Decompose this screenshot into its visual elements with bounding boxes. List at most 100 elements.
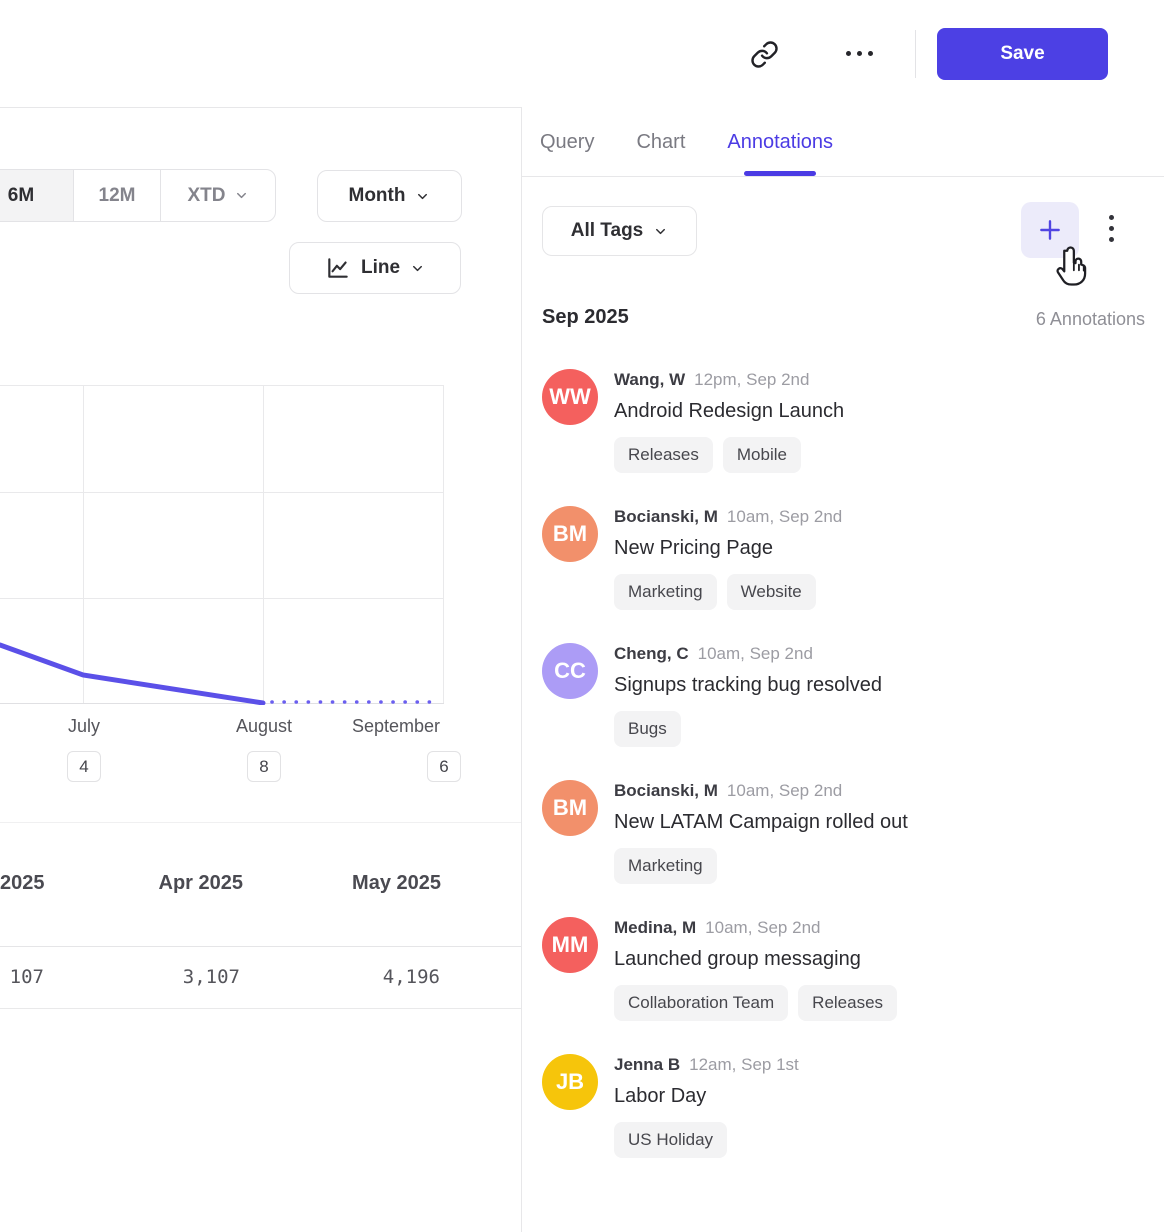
tag-pill[interactable]: Website xyxy=(726,574,816,610)
chart-type-dropdown[interactable]: Line xyxy=(289,242,461,294)
annotation-author: Medina, M xyxy=(614,918,697,937)
x-axis-label-september: September xyxy=(351,716,441,736)
table-value-col3: 4,196 xyxy=(382,966,440,988)
annotation-title[interactable]: Labor Day xyxy=(614,1085,707,1107)
tag-pill[interactable]: Marketing xyxy=(614,574,717,610)
header-bottom-border xyxy=(0,107,521,108)
annotation-tags: Marketing Website xyxy=(614,574,842,610)
annotation-author: Jenna B xyxy=(614,1055,681,1074)
tag-pill[interactable]: Mobile xyxy=(722,437,801,473)
annotation-count-badge-september[interactable]: 6 xyxy=(427,751,461,782)
annotation-count-badge-august[interactable]: 8 xyxy=(247,751,281,782)
annotation-body: Bocianski, M 10am, Sep 2nd New LATAM Camp… xyxy=(614,780,908,884)
annotation-item[interactable]: CC Cheng, C 10am, Sep 2nd Signups trackin… xyxy=(542,643,1145,747)
chart-gridlines xyxy=(0,385,444,704)
all-tags-label: All Tags xyxy=(570,220,644,241)
annotation-count-badge-july[interactable]: 4 xyxy=(67,751,101,782)
copy-link-icon[interactable] xyxy=(750,40,779,69)
annotation-body: Jenna B 12am, Sep 1st Labor Day US Holida… xyxy=(614,1054,799,1158)
chart-series-line xyxy=(0,642,266,705)
x-axis-label-july: July xyxy=(67,716,100,736)
annotation-tags: Collaboration Team Releases xyxy=(614,985,898,1021)
annotation-item[interactable]: MM Medina, M 10am, Sep 2nd Launched group… xyxy=(542,917,1145,1021)
avatar: JB xyxy=(542,1054,598,1110)
annotation-title[interactable]: New Pricing Page xyxy=(614,537,773,559)
annotation-tags: US Holiday xyxy=(614,1122,799,1158)
avatar: BM xyxy=(542,780,598,836)
annotation-tags: Releases Mobile xyxy=(614,437,844,473)
table-header-col2: Apr 2025 xyxy=(158,872,244,894)
save-button[interactable]: Save xyxy=(937,28,1108,80)
avatar-initials: BM xyxy=(552,795,588,820)
annotation-timestamp: 10am, Sep 2nd xyxy=(726,781,843,800)
chevron-down-icon xyxy=(413,265,423,271)
avatar: MM xyxy=(542,917,598,973)
granularity-label: Month xyxy=(348,185,406,206)
annotation-tags: Marketing xyxy=(614,848,908,884)
table-header-col1: 2025 xyxy=(0,872,45,894)
chart-type-label: Line xyxy=(360,257,401,278)
tab-query[interactable]: Query xyxy=(540,130,595,153)
table-header-col3: May 2025 xyxy=(352,872,441,894)
annotation-item[interactable]: BM Bocianski, M 10am, Sep 2nd New LATAM C… xyxy=(542,780,1145,884)
chevron-down-icon xyxy=(236,192,246,199)
avatar-initials: JB xyxy=(555,1069,585,1094)
chevron-down-icon xyxy=(418,193,428,199)
table-bottom-border xyxy=(0,1008,521,1009)
annotation-author: Bocianski, M xyxy=(614,507,718,526)
annotation-title[interactable]: Launched group messaging xyxy=(614,948,861,970)
annotation-author: Cheng, C xyxy=(614,644,689,663)
table-header-border xyxy=(0,946,521,947)
avatar: BM xyxy=(542,506,598,562)
avatar: WW xyxy=(542,369,598,425)
all-tags-filter-dropdown[interactable]: All Tags xyxy=(542,206,697,256)
annotation-body: Bocianski, M 10am, Sep 2nd New Pricing Pa… xyxy=(614,506,842,610)
range-xtd-label: XTD xyxy=(187,184,226,206)
range-xtd-button[interactable]: XTD xyxy=(161,170,275,221)
add-annotation-button[interactable] xyxy=(1021,202,1079,258)
annotation-body: Cheng, C 10am, Sep 2nd Signups tracking b… xyxy=(614,643,882,747)
annotation-title[interactable]: Android Redesign Launch xyxy=(614,400,845,422)
range-12m-label: 12M xyxy=(98,184,136,206)
line-chart-plot[interactable] xyxy=(0,385,445,705)
range-6m-label: 6M xyxy=(7,184,35,206)
tag-pill[interactable]: Marketing xyxy=(614,848,717,884)
annotations-count: 6 Annotations xyxy=(1035,309,1145,329)
tabs-bottom-border xyxy=(522,176,1164,177)
tag-pill[interactable]: Bugs xyxy=(614,711,681,747)
granularity-dropdown[interactable]: Month xyxy=(317,170,462,222)
annotations-list: WW Wang, W 12pm, Sep 2nd Android Redesign… xyxy=(542,369,1145,1191)
annotation-title[interactable]: Signups tracking bug resolved xyxy=(614,674,882,696)
range-12m-button[interactable]: 12M xyxy=(74,170,161,221)
annotation-item[interactable]: BM Bocianski, M 10am, Sep 2nd New Pricing… xyxy=(542,506,1145,610)
header-divider xyxy=(915,30,916,78)
annotation-timestamp: 12am, Sep 1st xyxy=(689,1055,799,1074)
avatar: CC xyxy=(542,643,598,699)
annotation-item[interactable]: WW Wang, W 12pm, Sep 2nd Android Redesign… xyxy=(542,369,1145,473)
line-chart-icon xyxy=(328,258,348,278)
tag-pill[interactable]: Releases xyxy=(798,985,898,1021)
tab-chart[interactable]: Chart xyxy=(636,130,686,153)
annotation-item[interactable]: JB Jenna B 12am, Sep 1st Labor Day US Hol… xyxy=(542,1054,1145,1158)
table-value-col2: 3,107 xyxy=(182,966,240,988)
table-value-col1: 107 xyxy=(9,966,44,988)
tag-pill[interactable]: US Holiday xyxy=(614,1122,728,1158)
annotation-timestamp: 10am, Sep 2nd xyxy=(726,507,843,526)
panel-tabs: Query Chart Annotations xyxy=(540,108,833,176)
tag-pill[interactable]: Releases xyxy=(614,437,713,473)
annotation-author: Bocianski, M xyxy=(614,781,718,800)
more-options-icon[interactable] xyxy=(846,51,873,56)
annotation-author: Wang, W xyxy=(614,370,686,389)
annotation-timestamp: 12pm, Sep 2nd xyxy=(694,370,810,389)
x-axis-label-august: August xyxy=(235,716,293,736)
tag-pill[interactable]: Collaboration Team xyxy=(614,985,789,1021)
avatar-initials: BM xyxy=(552,521,588,546)
date-range-segmented-control: 6M 12M XTD xyxy=(0,169,276,222)
annotation-timestamp: 10am, Sep 2nd xyxy=(697,644,813,663)
avatar-initials: CC xyxy=(554,658,586,683)
range-6m-button[interactable]: 6M xyxy=(0,170,74,221)
tab-annotations[interactable]: Annotations xyxy=(727,108,833,176)
annotation-title[interactable]: New LATAM Campaign rolled out xyxy=(614,811,908,833)
annotations-menu-icon[interactable] xyxy=(1107,213,1116,244)
